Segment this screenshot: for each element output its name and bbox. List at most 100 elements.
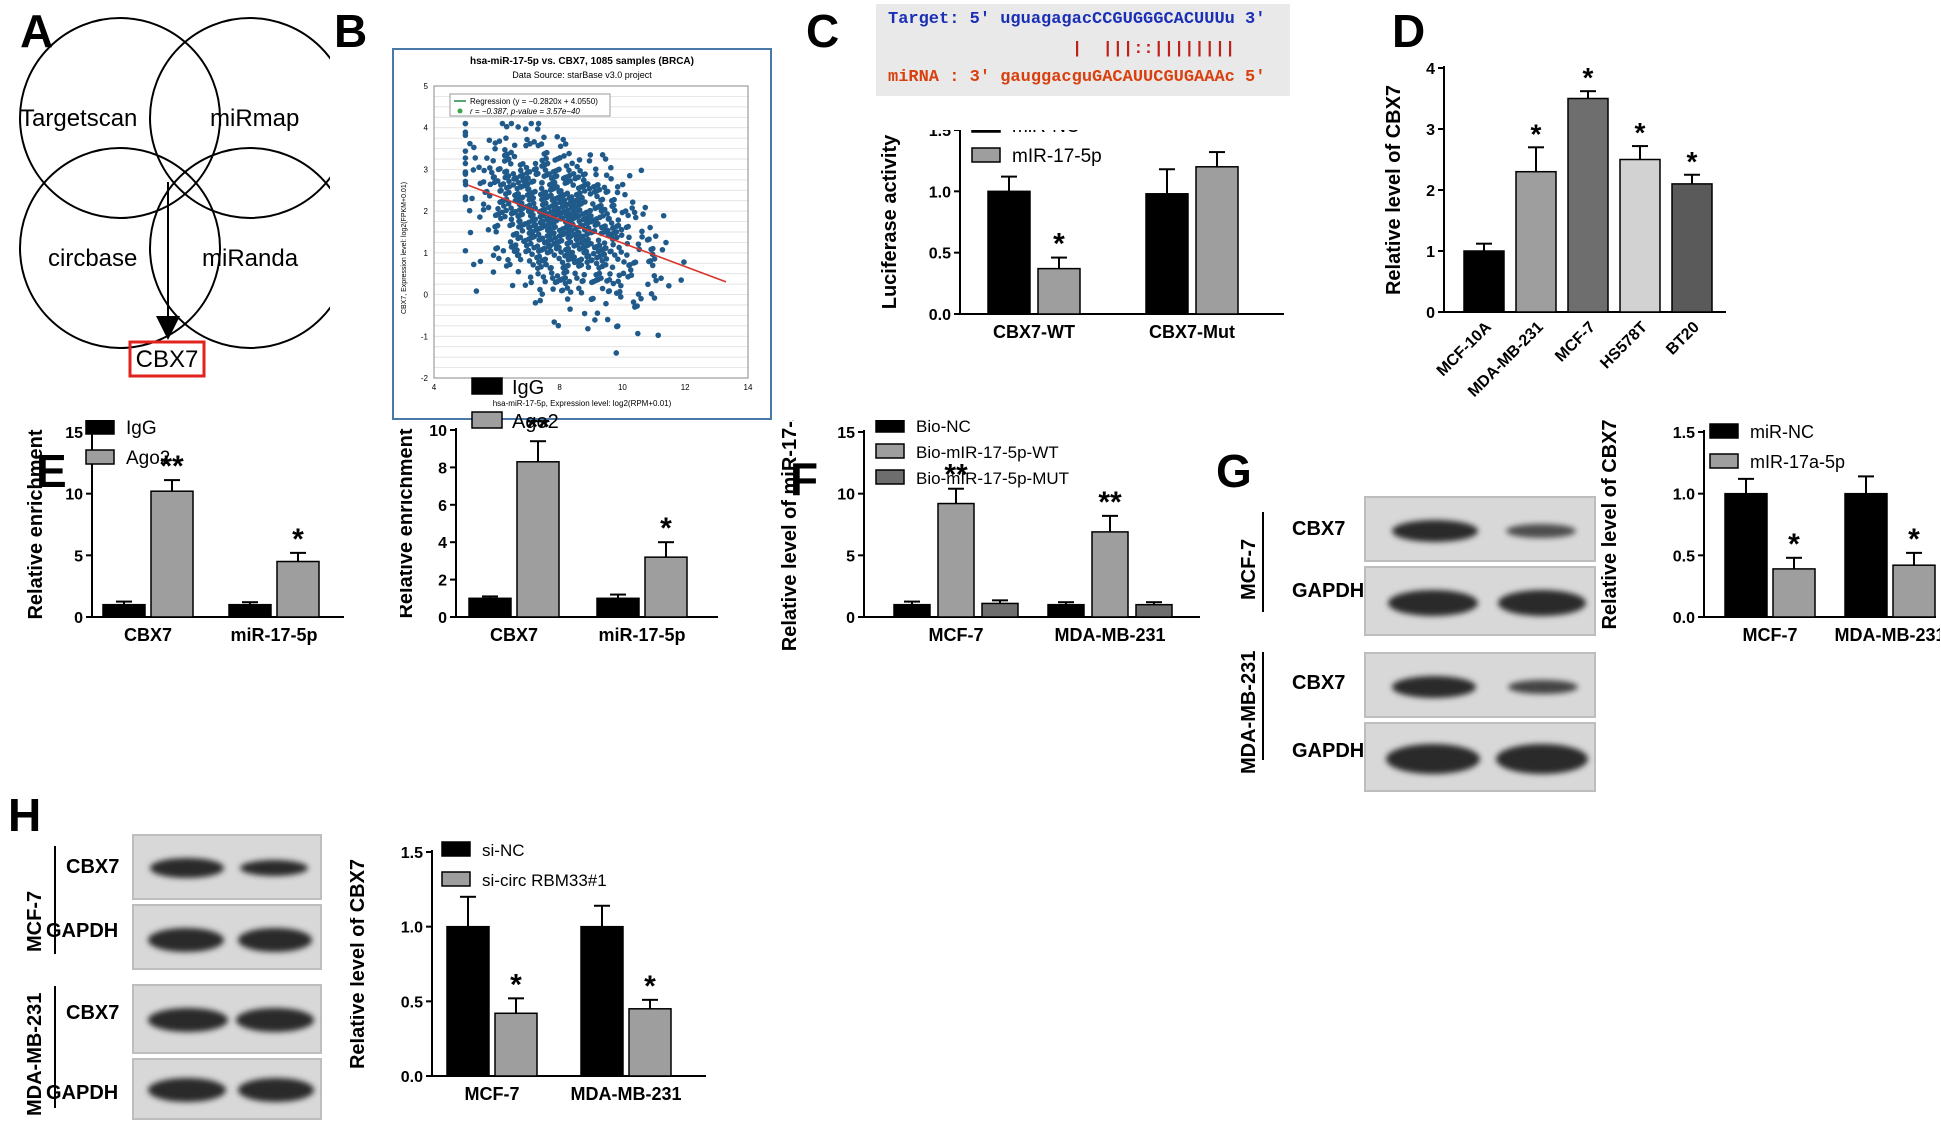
scatter-point (517, 256, 524, 263)
chart-e-enrichment-1: 0 5 10 15 Relative enrichment ** CBX7 * miR-17-5… (25, 420, 344, 645)
scatter-point (538, 263, 544, 270)
scatter-point (507, 160, 514, 167)
scatter-point (610, 202, 617, 209)
scatter-point (576, 157, 583, 163)
scatter-point (635, 291, 642, 298)
venn-label-mirmap: miRmap (210, 105, 299, 132)
scatter-point (582, 199, 588, 205)
bar (468, 597, 512, 618)
scatter-point (595, 248, 602, 255)
panel-letter-d: D (1392, 5, 1426, 57)
scatter-point (533, 165, 539, 172)
bar (1047, 603, 1085, 618)
significance-star: * (1053, 228, 1065, 261)
scatter-point (608, 175, 614, 182)
scatter-point (625, 223, 632, 230)
scatter-point (631, 209, 638, 216)
scatter-point (535, 231, 542, 238)
scatter-point (571, 232, 577, 238)
chart-f-pulldown: 0 5 10 15 Relative level of miR-17-5p ** MCF-7… (779, 420, 1200, 651)
scatter-point (529, 195, 536, 202)
scatter-point (563, 163, 570, 169)
scatter-point (635, 330, 641, 337)
x-category-label: miR-17-5p (230, 625, 317, 645)
scatter-point (527, 235, 534, 242)
scatter-point (509, 221, 516, 228)
scatter-point (613, 350, 620, 356)
bar (1135, 603, 1173, 618)
scatter-point (595, 182, 601, 188)
scatter-point (462, 148, 469, 154)
scatter-point (555, 322, 562, 329)
g-band (1498, 590, 1586, 616)
h-blot-mcf7-gapdh (132, 904, 322, 970)
scatter-point (540, 190, 547, 197)
scatter-xtick: 4 (432, 383, 437, 392)
g-band (1392, 676, 1476, 698)
scatter-point (650, 245, 656, 252)
mirna-sequence: miRNA : 3' gauggacguGACAUUCGUGAAAc 5' (888, 68, 1266, 87)
scatter-point (594, 193, 600, 200)
scatter-legend-regression: Regression (y = −0.2820x + 4.0550) (470, 97, 598, 106)
scatter-point (561, 197, 568, 204)
y-tick-label: 0 (74, 610, 83, 627)
scatter-point (614, 189, 621, 196)
scatter-ytick: 2 (424, 207, 429, 216)
scatter-point (554, 273, 561, 279)
scatter-point (626, 234, 632, 241)
scatter-point (512, 242, 519, 248)
scatter-point (581, 310, 588, 317)
scatter-point (491, 179, 498, 186)
h-blot-mda-gapdh (132, 1058, 322, 1120)
scatter-point (556, 238, 563, 245)
scatter-point (558, 249, 564, 255)
scatter-point (542, 239, 548, 246)
y-axis-label: Relative level of CBX7 (1600, 420, 1621, 630)
scatter-point (564, 190, 571, 197)
scatter-point (559, 209, 565, 216)
scatter-point (608, 197, 615, 204)
scatter-point (550, 169, 557, 175)
scatter-point (466, 207, 473, 214)
scatter-point (526, 168, 533, 175)
scatter-point (578, 256, 585, 263)
scatter-point (649, 262, 656, 269)
scatter-point (582, 171, 588, 177)
scatter-point (493, 229, 500, 235)
scatter-point (547, 265, 554, 271)
scatter-point (526, 202, 533, 209)
x-category-label: MCF-7 (465, 1084, 520, 1104)
scatter-point (477, 258, 484, 265)
bar (276, 560, 320, 618)
scatter-point (598, 197, 604, 203)
g-blot-mcf7-cbx7 (1364, 496, 1596, 562)
y-tick-label: 2 (438, 573, 447, 590)
bar (987, 190, 1031, 315)
scatter-xtick: 14 (744, 383, 753, 392)
g-band (1506, 524, 1576, 538)
y-tick-label: 2 (1426, 183, 1435, 200)
scatter-point (514, 247, 520, 253)
scatter-point (620, 270, 627, 277)
scatter-point (640, 211, 646, 217)
scatter-point (496, 138, 503, 144)
bar (228, 603, 272, 618)
scatter-point (651, 272, 658, 279)
scatter-point (523, 164, 530, 171)
scatter-point (571, 254, 578, 260)
scatter-point (485, 204, 492, 211)
significance-star: * (644, 970, 656, 1003)
scatter-point (532, 300, 539, 306)
scatter-ytick: 1 (424, 249, 429, 258)
legend-swatch (971, 130, 1001, 133)
scatter-point (616, 244, 622, 251)
h-cell-label-mcf7: MCF-7 (24, 890, 46, 952)
scatter-point (546, 226, 553, 233)
x-category-label: miR-17-5p (598, 625, 685, 645)
scatter-point (590, 217, 597, 224)
legend-swatch (971, 147, 1001, 163)
g-band (1508, 680, 1578, 694)
scatter-point (599, 252, 606, 258)
y-tick-label: 6 (438, 498, 447, 515)
